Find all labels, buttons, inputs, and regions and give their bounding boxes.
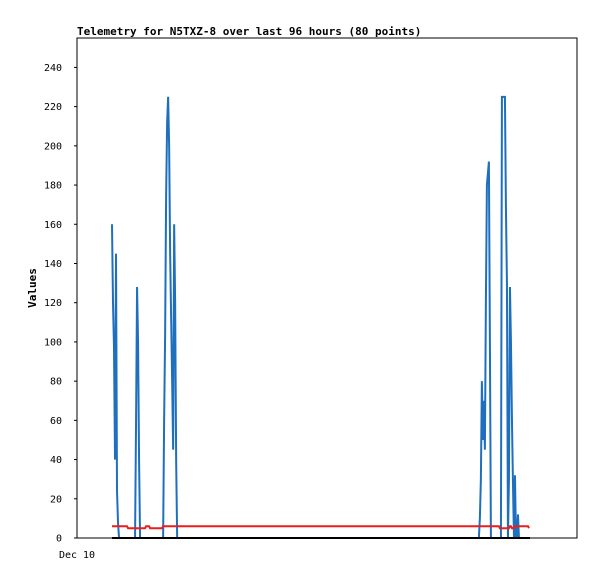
y-tick-label: 200 [44, 141, 62, 152]
y-tick-label: 0 [56, 534, 62, 545]
y-tick-label: 220 [44, 102, 62, 113]
y-axis-label: Values [26, 268, 39, 308]
y-tick-label: 80 [50, 377, 62, 388]
y-tick-label: 160 [44, 220, 62, 231]
y-tick-label: 120 [44, 298, 62, 309]
y-tick-label: 40 [50, 455, 62, 466]
y-tick-label: 100 [44, 337, 62, 348]
y-tick-label: 60 [50, 416, 62, 427]
x-axis: Dec 10 [59, 550, 95, 561]
chart-title: Telemetry for N5TXZ-8 over last 96 hours… [77, 25, 421, 38]
series-line-1 [112, 525, 530, 530]
plot-area [76, 37, 578, 539]
x-tick-label: Dec 10 [59, 550, 95, 561]
y-axis: 0 20 40 60 80 100 120 140 160 180 200 220 240 [44, 63, 77, 545]
y-tick-label: 20 [50, 494, 62, 505]
y-tick-label: 140 [44, 259, 62, 270]
series-layer [111, 95, 530, 539]
y-tick-label: 180 [44, 181, 62, 192]
y-tick-label: 240 [44, 63, 62, 74]
